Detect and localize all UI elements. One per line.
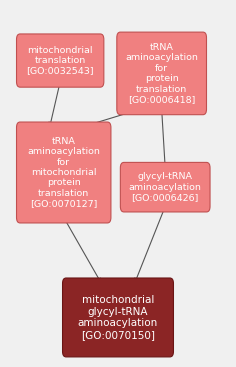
FancyBboxPatch shape <box>17 34 104 87</box>
Text: tRNA
aminoacylation
for
mitochondrial
protein
translation
[GO:0070127]: tRNA aminoacylation for mitochondrial pr… <box>27 137 100 208</box>
FancyBboxPatch shape <box>120 162 210 212</box>
FancyBboxPatch shape <box>117 32 206 115</box>
Text: mitochondrial
glycyl-tRNA
aminoacylation
[GO:0070150]: mitochondrial glycyl-tRNA aminoacylation… <box>78 295 158 340</box>
FancyBboxPatch shape <box>17 122 111 223</box>
FancyBboxPatch shape <box>63 278 173 357</box>
Text: tRNA
aminoacylation
for
protein
translation
[GO:0006418]: tRNA aminoacylation for protein translat… <box>125 43 198 104</box>
Text: mitochondrial
translation
[GO:0032543]: mitochondrial translation [GO:0032543] <box>26 46 94 76</box>
Text: glycyl-tRNA
aminoacylation
[GO:0006426]: glycyl-tRNA aminoacylation [GO:0006426] <box>129 172 202 202</box>
